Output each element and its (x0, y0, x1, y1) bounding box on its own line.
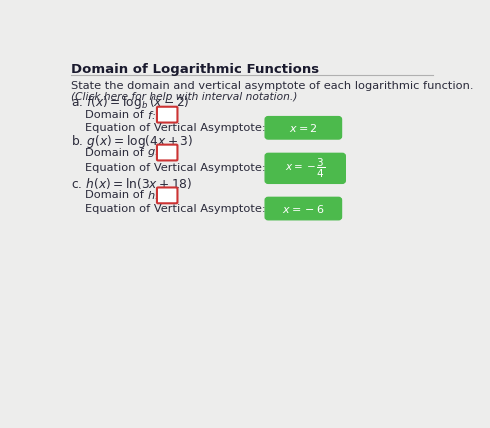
Text: $f$:: $f$: (147, 109, 156, 121)
Text: $x = -\dfrac{3}{4}$: $x = -\dfrac{3}{4}$ (285, 157, 325, 180)
Text: Domain of: Domain of (85, 190, 144, 200)
FancyBboxPatch shape (265, 197, 342, 220)
Text: Domain of Logarithmic Functions: Domain of Logarithmic Functions (71, 63, 319, 76)
Text: c. $h(x) = \ln(3x + 18)$: c. $h(x) = \ln(3x + 18)$ (71, 175, 192, 191)
Text: Domain of: Domain of (85, 110, 144, 120)
FancyBboxPatch shape (157, 107, 177, 122)
Text: Equation of Vertical Asymptote:: Equation of Vertical Asymptote: (85, 163, 266, 173)
Text: Domain of: Domain of (85, 148, 144, 158)
FancyBboxPatch shape (265, 116, 342, 139)
Text: (Click here for help with interval notation.): (Click here for help with interval notat… (71, 92, 297, 101)
FancyBboxPatch shape (265, 153, 345, 183)
Text: $x = -6$: $x = -6$ (282, 202, 324, 214)
Text: State the domain and vertical asymptote of each logarithmic function.: State the domain and vertical asymptote … (71, 81, 473, 91)
FancyBboxPatch shape (157, 145, 177, 160)
FancyBboxPatch shape (157, 187, 177, 203)
Text: Equation of Vertical Asymptote:: Equation of Vertical Asymptote: (85, 123, 266, 133)
Text: a. $f(x) = \log_b(x - 2)$: a. $f(x) = \log_b(x - 2)$ (71, 94, 189, 111)
Text: Equation of Vertical Asymptote:: Equation of Vertical Asymptote: (85, 204, 266, 214)
Text: $g$:: $g$: (147, 146, 159, 158)
Text: b. $g(x) = \log(4x + 3)$: b. $g(x) = \log(4x + 3)$ (71, 133, 193, 149)
Text: $h$:: $h$: (147, 189, 159, 202)
Text: $x = 2$: $x = 2$ (289, 122, 318, 134)
